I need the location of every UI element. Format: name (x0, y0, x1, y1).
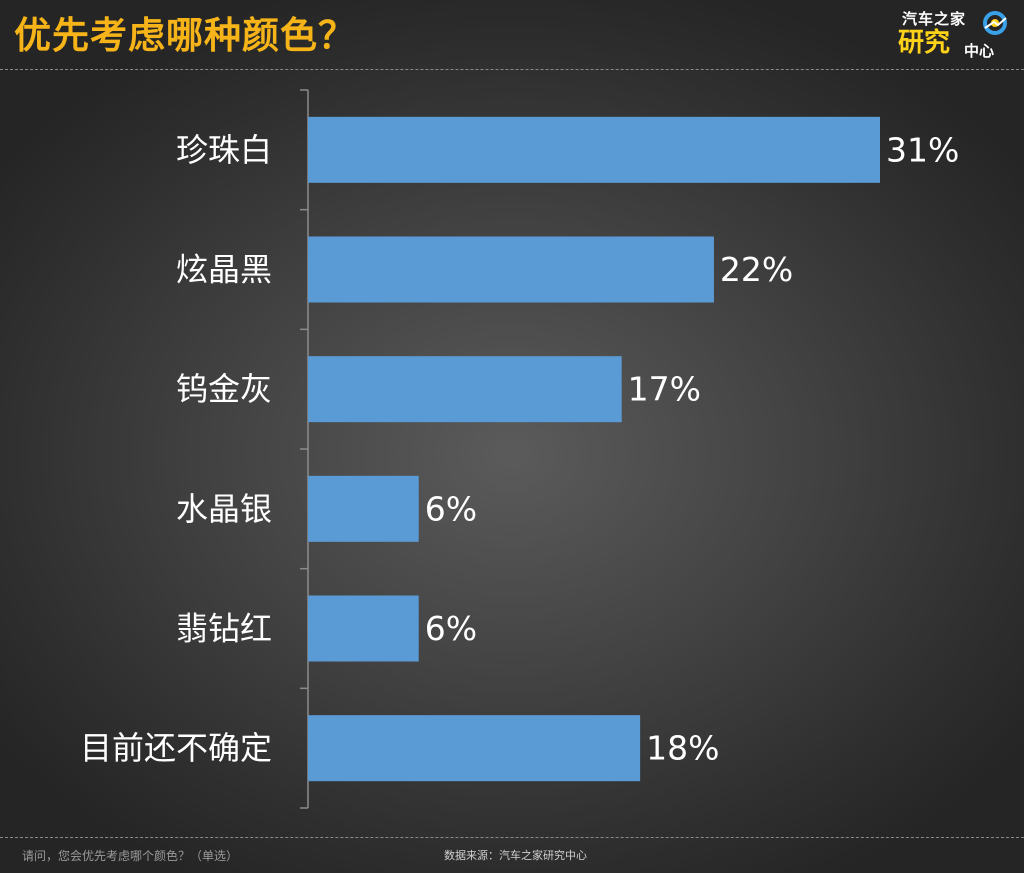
bar (308, 595, 419, 662)
category-label: 钨金灰 (176, 370, 272, 408)
data-source-note: 数据来源：汽车之家研究中心 (444, 849, 587, 862)
bar (308, 475, 419, 542)
bar (308, 715, 641, 782)
logo-swirl-icon (983, 11, 1007, 35)
bar (308, 236, 714, 303)
category-label: 水晶银 (176, 490, 272, 528)
logo-line3: 中心 (964, 42, 995, 60)
logo-line1: 汽车之家 (902, 10, 967, 28)
value-label: 6% (425, 489, 477, 528)
value-label: 31% (886, 130, 959, 169)
bar (308, 116, 880, 183)
category-label: 翡钻红 (176, 610, 272, 648)
title-divider (0, 69, 1024, 70)
bar (308, 356, 622, 423)
page-title: 优先考虑哪种颜色？ (14, 14, 356, 57)
survey-question-note: 请问，您会优先考虑哪个颜色？（单选） (22, 849, 239, 863)
category-label: 目前还不确定 (80, 729, 272, 767)
category-label: 珍珠白 (176, 131, 272, 169)
research-center-logo: 汽车之家 研究 中心 (898, 6, 1022, 64)
value-label: 22% (720, 250, 793, 289)
value-label: 6% (425, 609, 477, 648)
category-label: 炫晶黑 (176, 251, 272, 289)
logo-line2: 研究 (898, 28, 951, 58)
value-label: 18% (646, 729, 719, 768)
footer-divider (0, 837, 1024, 838)
value-label: 17% (628, 370, 701, 409)
